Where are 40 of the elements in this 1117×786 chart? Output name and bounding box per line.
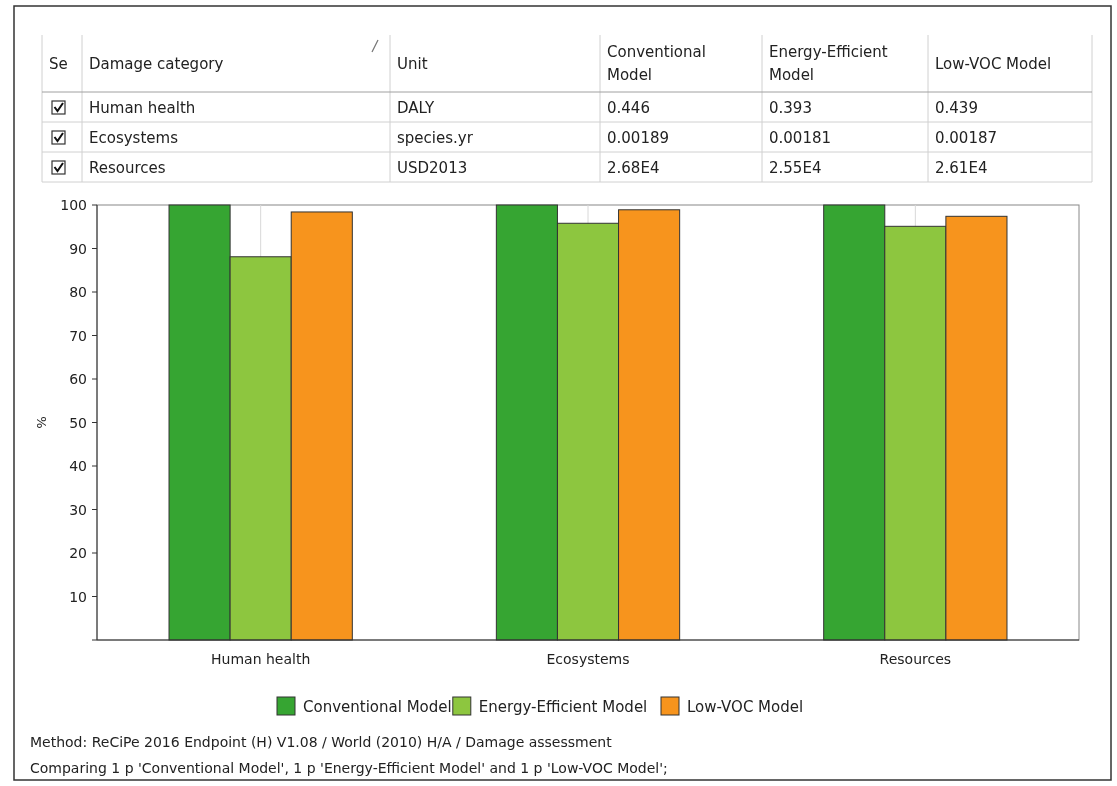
text: 0.00181	[769, 129, 832, 147]
legend-label: Low-VOC Model	[687, 698, 804, 716]
y-tick-label: 30	[69, 501, 87, 518]
text: 0.00187	[935, 129, 998, 147]
y-tick-label: 80	[69, 284, 87, 300]
text: 0.439	[935, 99, 978, 117]
text: Unit	[397, 54, 428, 73]
y-tick-label: 50	[69, 414, 87, 431]
text: 0.446	[607, 99, 650, 117]
text: species.yr	[397, 129, 474, 147]
y-tick-label: 20	[69, 545, 87, 561]
y-tick-label: 90	[69, 240, 87, 257]
y-tick-label: 100	[60, 197, 87, 213]
text: Conventional Model	[607, 43, 706, 84]
x-tick-label: Resources	[879, 651, 952, 667]
text: 0.393	[769, 99, 812, 117]
x-tick-label: Ecosystems	[546, 651, 630, 667]
y-tick-label: 70	[69, 327, 87, 344]
legend-label: Conventional Model	[303, 698, 452, 716]
text: Ecosystems	[89, 129, 179, 147]
text: Human health	[89, 99, 196, 117]
text: Damage category	[89, 54, 224, 73]
text: Low-VOC Model	[935, 54, 1052, 73]
y-tick-label: 10	[69, 588, 87, 605]
text: Comparing 1 p 'Conventional Model', 1 p 'Energy-Efficient Model' and 1 p 'Low-VOC Model';	[30, 760, 668, 776]
text: 2.55E4	[769, 159, 822, 177]
y-tick-label: 60	[69, 371, 87, 387]
text: 2.68E4	[607, 159, 660, 177]
y-tick-label: 40	[69, 458, 87, 474]
text: Se	[49, 54, 68, 73]
text: Resources	[89, 159, 166, 177]
legend-label: Energy-Efficient Model	[478, 698, 648, 716]
y-axis-title: %	[34, 416, 49, 429]
x-tick-label: Human health	[211, 651, 311, 667]
text: USD2013	[397, 159, 468, 177]
text: Method: ReCiPe 2016 Endpoint (H) V1.08 / World (2010) H/A / Damage assessment	[30, 734, 613, 750]
text: 0.00189	[607, 129, 670, 147]
text: DALY	[397, 99, 435, 117]
text: 2.61E4	[935, 159, 988, 177]
text: Energy-Efficient Model	[769, 43, 888, 84]
